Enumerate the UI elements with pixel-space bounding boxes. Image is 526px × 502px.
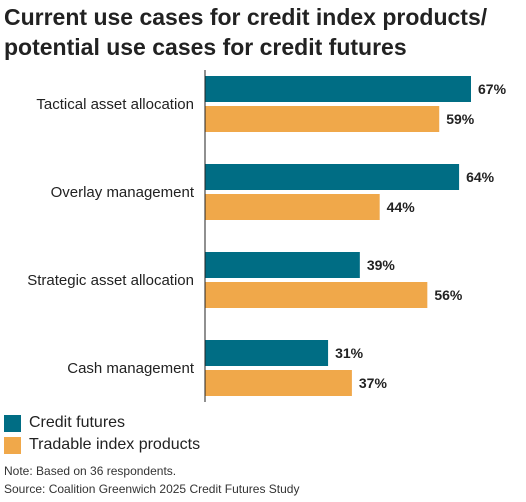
legend: Credit futures Tradable index products: [4, 412, 200, 456]
bar-credit-futures-overlay-management: [205, 164, 460, 190]
data-label-tradable-index-products-tactical-asset-allocation: 59%: [446, 111, 475, 127]
chart-title: Current use cases for credit index produ…: [4, 2, 524, 62]
legend-swatch-tradable-index: [4, 436, 21, 454]
chart-title-line-2: potential use cases for credit futures: [4, 34, 407, 60]
bar-credit-futures-strategic-asset-allocation: [205, 252, 360, 278]
footer-source: Source: Coalition Greenwich 2025 Credit …: [4, 482, 300, 496]
bar-tradable-index-products-strategic-asset-allocation: [205, 282, 428, 308]
category-label-strategic-asset-allocation: Strategic asset allocation: [27, 272, 194, 289]
data-label-tradable-index-products-cash-management: 37%: [359, 375, 388, 391]
category-label-tactical-asset-allocation: Tactical asset allocation: [36, 96, 194, 113]
legend-swatch-credit-futures: [4, 414, 21, 432]
legend-label-tradable-index: Tradable index products: [29, 436, 201, 453]
data-label-credit-futures-strategic-asset-allocation: 39%: [367, 257, 396, 273]
category-label-overlay-management: Overlay management: [51, 184, 195, 201]
data-label-credit-futures-cash-management: 31%: [335, 345, 364, 361]
bar-tradable-index-products-overlay-management: [205, 194, 380, 220]
bar-tradable-index-products-tactical-asset-allocation: [205, 106, 440, 132]
bar-chart: Tactical asset allocation 67%59% Overlay m…: [27, 70, 507, 402]
bar-credit-futures-tactical-asset-allocation: [205, 76, 471, 102]
legend-item-tradable-index: Tradable index products: [4, 434, 200, 456]
footer-note: Note: Based on 36 respondents.: [4, 464, 177, 478]
legend-item-credit-futures: Credit futures: [4, 412, 200, 434]
data-label-credit-futures-tactical-asset-allocation: 67%: [478, 81, 507, 97]
chart-title-line-1: Current use cases for credit index produ…: [4, 4, 488, 30]
legend-label-credit-futures: Credit futures: [29, 414, 126, 431]
footer: Note: Based on 36 respondents. Source: C…: [4, 462, 299, 498]
bar-credit-futures-cash-management: [205, 340, 329, 366]
data-label-credit-futures-overlay-management: 64%: [466, 169, 495, 185]
category-label-cash-management: Cash management: [67, 360, 195, 377]
data-label-tradable-index-products-overlay-management: 44%: [387, 199, 416, 215]
data-label-tradable-index-products-strategic-asset-allocation: 56%: [434, 287, 463, 303]
bar-tradable-index-products-cash-management: [205, 370, 352, 396]
